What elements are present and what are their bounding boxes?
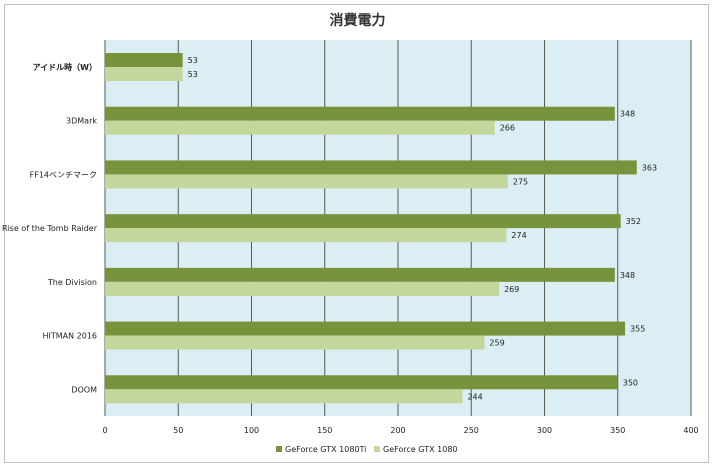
x-tick-label: 0: [102, 426, 107, 435]
data-label: 274: [511, 231, 526, 240]
bar: [105, 281, 500, 296]
chart-title: 消費電力: [329, 13, 386, 29]
data-labels: 53 53 348 266 363 275 352 274 348 269 355 259 350 244: [188, 56, 657, 401]
x-tick-label: 300: [537, 426, 552, 435]
category-label: DOOM: [71, 385, 97, 394]
data-label: 348: [620, 271, 635, 280]
bar: [105, 375, 618, 390]
x-tick-label: 150: [317, 426, 332, 435]
data-label: 53: [188, 70, 198, 79]
legend-swatch: [374, 446, 380, 452]
x-tick-label: 100: [244, 426, 259, 435]
data-label: 352: [626, 217, 641, 226]
x-tick-label: 400: [683, 426, 698, 435]
bar: [105, 174, 508, 189]
data-label: 259: [489, 339, 504, 348]
bar: [105, 120, 495, 135]
category-label: Rise of the Tomb Raider: [2, 224, 98, 233]
data-label: 363: [642, 163, 657, 172]
bar: [105, 106, 615, 121]
bar: [105, 160, 637, 175]
bar: [105, 214, 621, 229]
data-label: 355: [630, 325, 645, 334]
bar: [105, 335, 485, 350]
bar: [105, 389, 463, 404]
legend-label: GeForce GTX 1080Ti: [285, 445, 366, 454]
category-label: HITMAN 2016: [42, 332, 97, 341]
x-axis-tick-labels: 0 50 100 150 200 250 300 350 400: [102, 426, 698, 435]
data-label: 350: [623, 378, 638, 387]
bar: [105, 67, 183, 81]
data-label: 53: [188, 56, 198, 65]
category-label: 3DMark: [66, 117, 97, 126]
legend-swatch: [276, 446, 282, 452]
category-label: The Division: [47, 278, 97, 287]
bar: [105, 321, 626, 336]
data-label: 348: [620, 110, 635, 119]
x-tick-label: 250: [464, 426, 479, 435]
data-label: 244: [467, 392, 482, 401]
x-tick-label: 350: [610, 426, 625, 435]
x-tick-label: 200: [390, 426, 405, 435]
x-tick-label: 50: [173, 426, 183, 435]
category-label: FF14ベンチマーク: [30, 170, 97, 179]
bar: [105, 267, 615, 282]
category-label: アイドル時（W）: [33, 62, 97, 72]
bar: [105, 53, 183, 67]
legend-label: GeForce GTX 1080: [383, 445, 458, 454]
data-label: 275: [513, 177, 528, 186]
data-label: 266: [500, 124, 515, 133]
bar: [105, 228, 507, 243]
bars: [105, 53, 637, 404]
legend: GeForce GTX 1080Ti GeForce GTX 1080: [276, 445, 458, 454]
category-labels: アイドル時（W） 3DMark FF14ベンチマーク Rise of the Tomb…: [2, 62, 98, 394]
data-label: 269: [504, 285, 519, 294]
